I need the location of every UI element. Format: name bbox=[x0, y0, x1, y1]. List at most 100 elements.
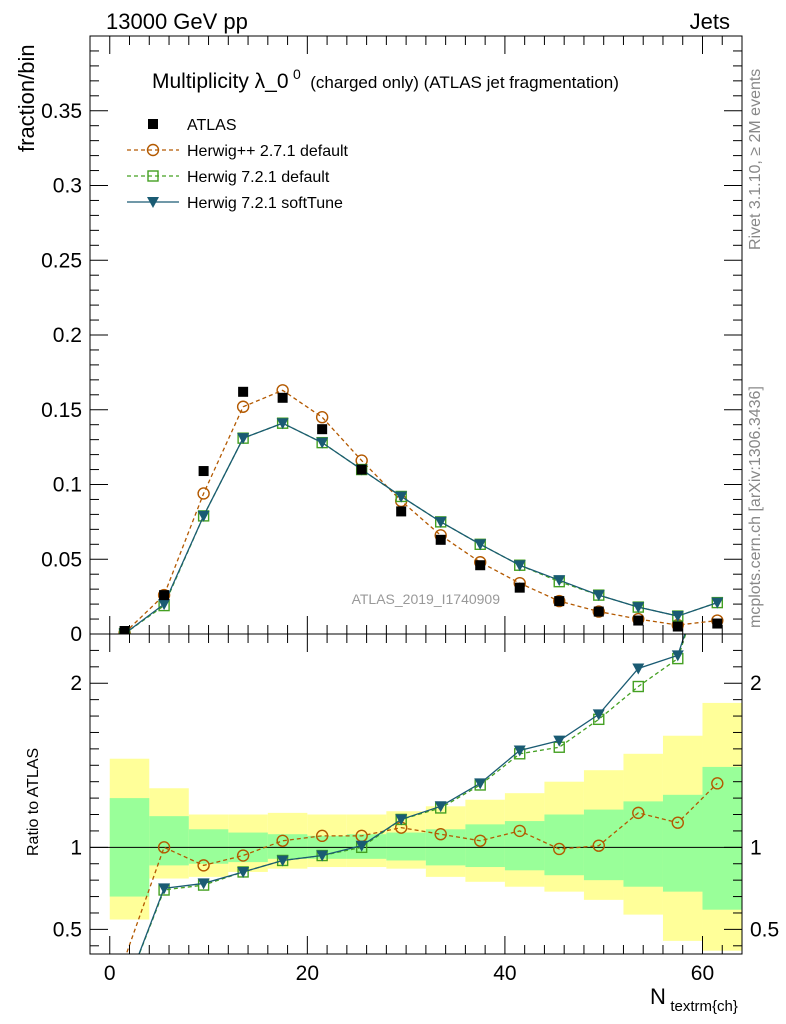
x-tick-label: 60 bbox=[691, 962, 714, 985]
side-label-rivet: Rivet 3.1.10, ≥ 2M events bbox=[747, 69, 764, 250]
plot-title-main: Multiplicity λ_0 bbox=[152, 70, 289, 93]
ratio-point-herwig-2-7-1-default bbox=[553, 842, 566, 856]
series-line-herwig-2-7-1-default bbox=[124, 389, 718, 634]
legend-label-herwig-2-7-1-default: Herwig++ 2.7.1 default bbox=[187, 143, 349, 160]
point-herwig-7-2-1-softtune bbox=[158, 599, 171, 611]
legend-marker-atlas bbox=[148, 119, 158, 129]
ratio-y-axis-label: Ratio to ATLAS bbox=[25, 748, 42, 856]
y-tick-label: 0.1 bbox=[53, 474, 82, 497]
x-tick-labels: 0 20 40 60 bbox=[104, 962, 714, 985]
ratio-point-herwig-7-2-1-softtune bbox=[237, 866, 250, 878]
ratio-point-herwig-2-7-1-default bbox=[671, 816, 684, 829]
ratio-tick-label-left: 0.5 bbox=[53, 918, 82, 941]
stat-uncertainty-band bbox=[465, 824, 505, 868]
point-herwig-7-2-1-softtune bbox=[711, 597, 724, 609]
point-herwig-7-2-1-softtune bbox=[553, 575, 566, 587]
ratio-point-herwig-2-7-1-default bbox=[315, 829, 329, 843]
point-atlas bbox=[119, 626, 130, 634]
ratio-line-herwig-7-2-1-softtune bbox=[138, 634, 686, 954]
header-process: 13000 GeV pp bbox=[106, 9, 248, 34]
x-axis-label-main: N bbox=[650, 984, 666, 1009]
ratio-tick-labels: 0.5 0.5 1 1 2 2 bbox=[53, 672, 779, 941]
point-atlas bbox=[554, 596, 565, 607]
ratio-point-herwig-2-7-1-default bbox=[513, 824, 526, 838]
point-atlas bbox=[159, 590, 170, 601]
y-tick-label: 0.2 bbox=[53, 324, 82, 347]
ratio-tick-label-right: 1 bbox=[750, 836, 762, 859]
stat-uncertainty-band bbox=[702, 766, 742, 910]
ratio-point-herwig-7-2-1-softtune bbox=[276, 855, 289, 867]
point-atlas bbox=[475, 560, 486, 571]
ratio-tick-label-left: 1 bbox=[70, 836, 82, 859]
point-herwig-7-2-1-softtune bbox=[671, 611, 684, 623]
ratio-bands bbox=[109, 702, 742, 951]
point-herwig-7-2-1-softtune bbox=[513, 560, 526, 572]
y-tick-label: 0.35 bbox=[41, 100, 82, 123]
stat-uncertainty-band bbox=[386, 832, 426, 861]
ratio-point-herwig-2-7-1-default bbox=[711, 777, 724, 790]
ratio-point-herwig-2-7-1-default bbox=[276, 834, 289, 847]
ratio-tick-label-right: 2 bbox=[750, 672, 762, 695]
x-axis-label: N textrm{ch} bbox=[650, 984, 738, 1015]
stat-uncertainty-band bbox=[188, 829, 229, 864]
ratio-point-herwig-2-7-1-default bbox=[197, 859, 210, 872]
main-tick-labels: 0 0.05 0.1 0.15 0.2 0.25 0.3 0.35 bbox=[41, 100, 82, 646]
stat-uncertainty-band bbox=[149, 816, 189, 866]
point-herwig-7-2-1-softtune bbox=[395, 491, 408, 503]
ratio-point-herwig-7-2-1-softtune bbox=[513, 745, 526, 757]
stat-uncertainty-band bbox=[662, 794, 703, 892]
point-atlas bbox=[356, 464, 367, 475]
x-axis-label-sub: textrm{ch} bbox=[670, 998, 738, 1015]
ratio-point-herwig-7-2-1-softtune bbox=[592, 709, 605, 721]
point-herwig-2-7-1-default bbox=[553, 594, 566, 608]
point-herwig-7-2-1-softtune bbox=[276, 418, 289, 430]
legend-label-atlas: ATLAS bbox=[187, 117, 237, 134]
point-atlas bbox=[396, 506, 407, 517]
y-axis-label: fraction/bin bbox=[14, 44, 39, 152]
header-observable: Jets bbox=[690, 9, 730, 34]
ratio-plot: 0.5 0.5 1 1 2 2 bbox=[53, 633, 779, 955]
point-herwig-7-2-1-softtune bbox=[316, 437, 329, 449]
ratio-ticks bbox=[90, 633, 743, 954]
legend: ATLAS Herwig++ 2.7.1 default Herwig 7.2.1 … bbox=[127, 117, 349, 212]
series-line-herwig-7-2-1-softtune bbox=[124, 422, 718, 634]
legend-label-herwig-7-2-1-default: Herwig 7.2.1 default bbox=[187, 169, 330, 186]
legend-marker-herwig-7-2-1-softtune bbox=[147, 197, 159, 208]
x-tick-label: 0 bbox=[104, 962, 116, 985]
point-atlas bbox=[712, 618, 723, 629]
ratio-point-herwig-7-2-1-softtune bbox=[197, 878, 210, 890]
point-atlas bbox=[672, 621, 683, 632]
ratio-point-herwig-7-2-1-softtune bbox=[158, 883, 171, 895]
point-herwig-7-2-1-softtune bbox=[434, 516, 447, 528]
main-series bbox=[118, 384, 724, 634]
legend-marker-herwig-7-2-1-default bbox=[147, 170, 159, 182]
point-herwig-7-2-1-softtune bbox=[237, 433, 250, 445]
ratio-point-herwig-2-7-1-default bbox=[236, 849, 250, 862]
ratio-point-herwig-7-2-1-softtune bbox=[553, 735, 566, 747]
point-herwig-2-7-1-default bbox=[315, 411, 329, 424]
point-atlas bbox=[514, 582, 525, 593]
point-atlas bbox=[317, 424, 328, 435]
ratio-point-herwig-2-7-1-default bbox=[474, 834, 487, 847]
ratio-tick-label-right: 0.5 bbox=[750, 918, 779, 941]
y-tick-label: 0.15 bbox=[41, 399, 82, 422]
x-tick-label: 40 bbox=[493, 962, 516, 985]
point-atlas bbox=[198, 466, 209, 477]
x-tick-label: 20 bbox=[296, 962, 319, 985]
point-atlas bbox=[435, 534, 446, 545]
y-tick-label: 0.3 bbox=[53, 175, 82, 198]
point-atlas bbox=[277, 392, 288, 403]
point-atlas bbox=[238, 386, 249, 397]
ratio-point-herwig-7-2-1-softtune bbox=[316, 850, 329, 862]
legend-label-herwig-7-2-1-softtune: Herwig 7.2.1 softTune bbox=[187, 195, 343, 212]
watermark: ATLAS_2019_I1740909 bbox=[352, 591, 501, 607]
point-herwig-2-7-1-default bbox=[236, 400, 250, 413]
plot-title-sup: 0 bbox=[293, 66, 301, 82]
ratio-point-herwig-7-2-1-softtune bbox=[434, 801, 447, 813]
side-label-mcplots: mcplots.cern.ch [arXiv:1306.3436] bbox=[747, 386, 764, 628]
ratio-point-herwig-7-2-1-softtune bbox=[632, 663, 645, 675]
point-herwig-7-2-1-softtune bbox=[474, 539, 487, 551]
point-atlas bbox=[593, 606, 604, 617]
ratio-frame bbox=[89, 633, 743, 955]
